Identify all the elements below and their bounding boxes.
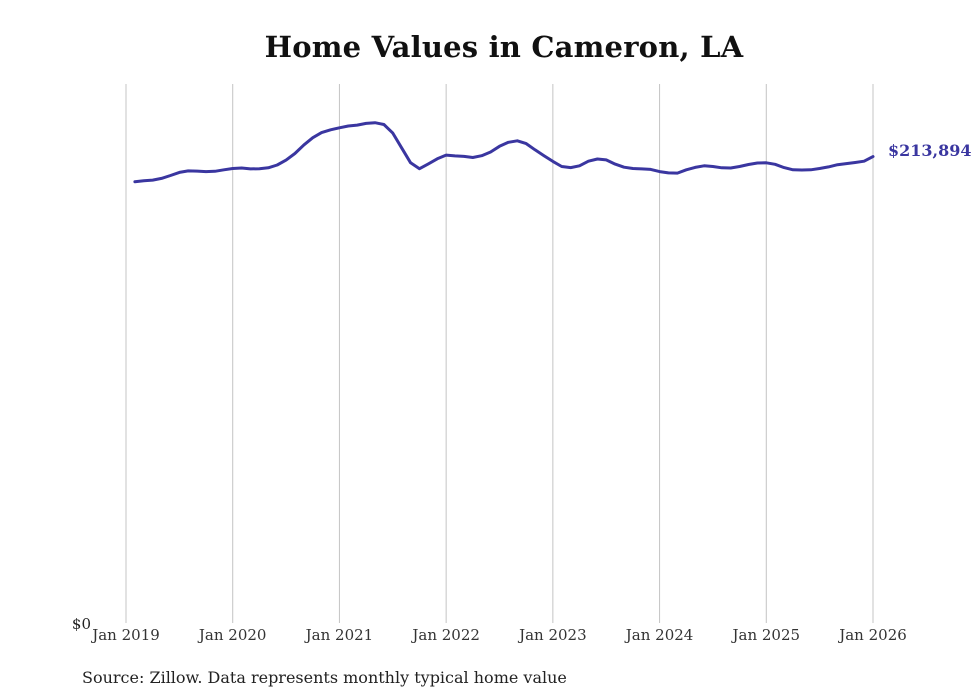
- home-value-line: [133, 121, 875, 184]
- gridlines: [125, 84, 874, 623]
- chart-title: Home Values in Cameron, LA: [264, 30, 744, 64]
- latest-value-label: $213,894: [888, 141, 972, 160]
- y-tick-label-zero: $0: [72, 615, 91, 633]
- x-tick-label-2022: Jan 2022: [410, 626, 480, 644]
- x-tick-label-2019: Jan 2019: [90, 626, 160, 644]
- x-tick-label-2023: Jan 2023: [517, 626, 587, 644]
- x-tick-label-2025: Jan 2025: [731, 626, 801, 644]
- x-tick-label-2026: Jan 2026: [837, 626, 907, 644]
- source-note: Source: Zillow. Data represents monthly …: [82, 668, 567, 687]
- x-tick-label-2020: Jan 2020: [197, 626, 267, 644]
- x-axis-tick-labels: Jan 2019 Jan 2020 Jan 2021 Jan 2022 Jan 2023…: [90, 626, 907, 644]
- x-tick-label-2021: Jan 2021: [304, 626, 374, 644]
- x-tick-label-2024: Jan 2024: [624, 626, 694, 644]
